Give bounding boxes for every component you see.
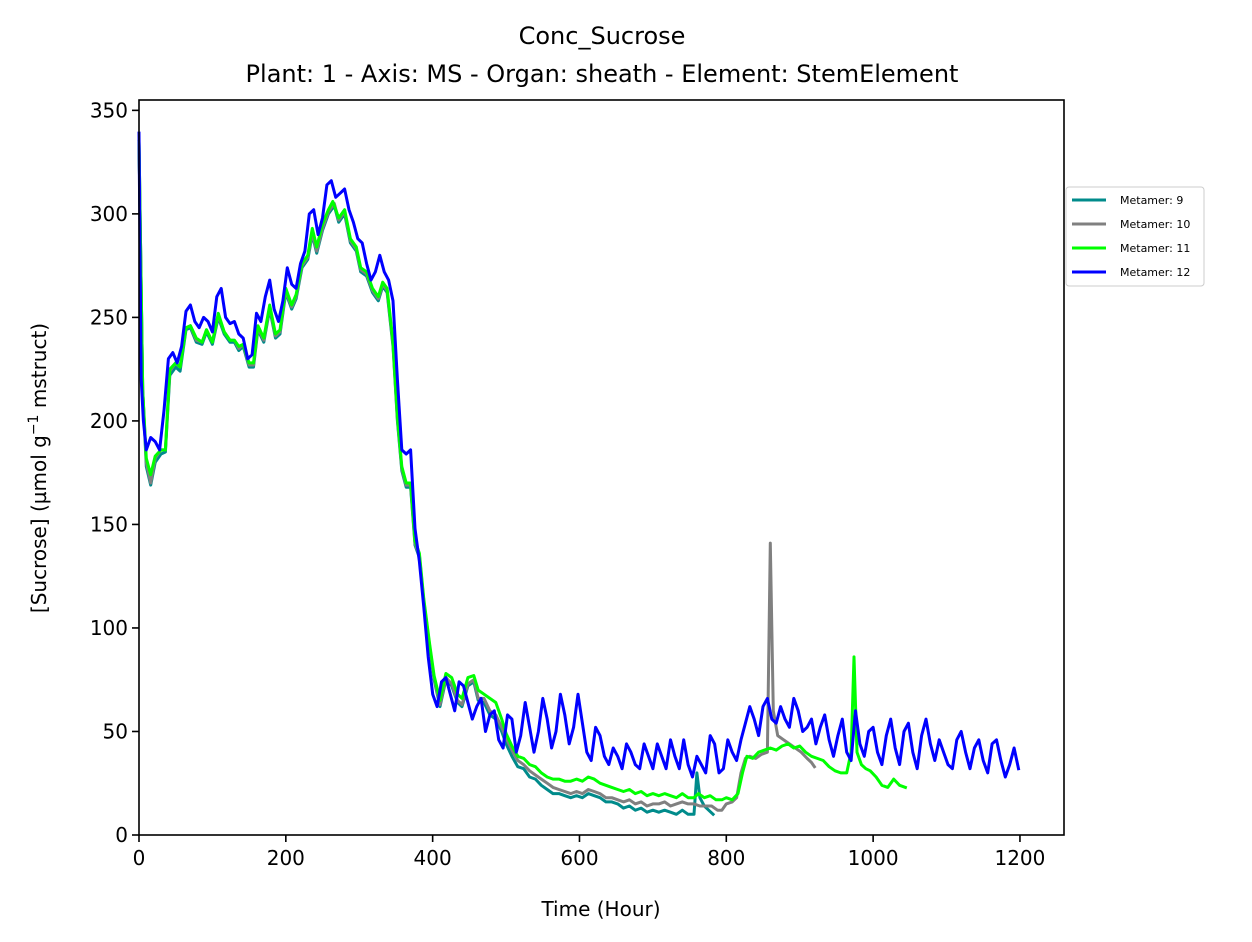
y-tick-label: 150 xyxy=(90,512,128,536)
series-line-metamer-9 xyxy=(139,141,713,814)
y-axis-label: [Sucrose] (µmol g−1 mstruct) xyxy=(26,323,51,613)
legend-label: Metamer: 10 xyxy=(1120,218,1190,231)
x-tick-label: 600 xyxy=(560,846,598,870)
x-tick-label: 0 xyxy=(133,846,146,870)
series-line-metamer-12 xyxy=(139,133,1019,777)
y-tick-label: 300 xyxy=(90,202,128,226)
x-axis: 0 200 400 600 800 1000 1200 xyxy=(133,835,1046,870)
legend: Metamer: 9 Metamer: 10 Metamer: 11 Metamer:… xyxy=(1066,187,1204,286)
y-axis-label-main: [Sucrose] (µmol g xyxy=(27,435,51,613)
x-tick-label: 1200 xyxy=(994,846,1045,870)
x-tick-label: 400 xyxy=(414,846,452,870)
chart-subtitle: Plant: 1 - Axis: MS - Organ: sheath - El… xyxy=(246,60,959,88)
legend-label: Metamer: 12 xyxy=(1120,266,1190,279)
y-tick-label: 200 xyxy=(90,409,128,433)
y-tick-label: 250 xyxy=(90,305,128,329)
legend-label: Metamer: 9 xyxy=(1120,194,1183,207)
y-tick-label: 0 xyxy=(115,823,128,847)
y-axis-label-sup: −1 xyxy=(26,415,42,436)
x-tick-label: 1000 xyxy=(848,846,899,870)
series-group xyxy=(139,133,1019,814)
x-axis-label: Time (Hour) xyxy=(540,897,660,921)
y-tick-label: 50 xyxy=(103,719,128,743)
y-tick-label: 100 xyxy=(90,616,128,640)
series-line-metamer-11 xyxy=(139,141,905,799)
y-axis: 0 50 100 150 200 250 300 350 xyxy=(90,98,139,847)
x-tick-label: 800 xyxy=(707,846,745,870)
x-tick-label: 200 xyxy=(267,846,305,870)
y-tick-label: 350 xyxy=(90,98,128,122)
legend-label: Metamer: 11 xyxy=(1120,242,1190,255)
chart-title: Conc_Sucrose xyxy=(519,22,686,50)
y-axis-label-tail: mstruct) xyxy=(27,323,51,415)
